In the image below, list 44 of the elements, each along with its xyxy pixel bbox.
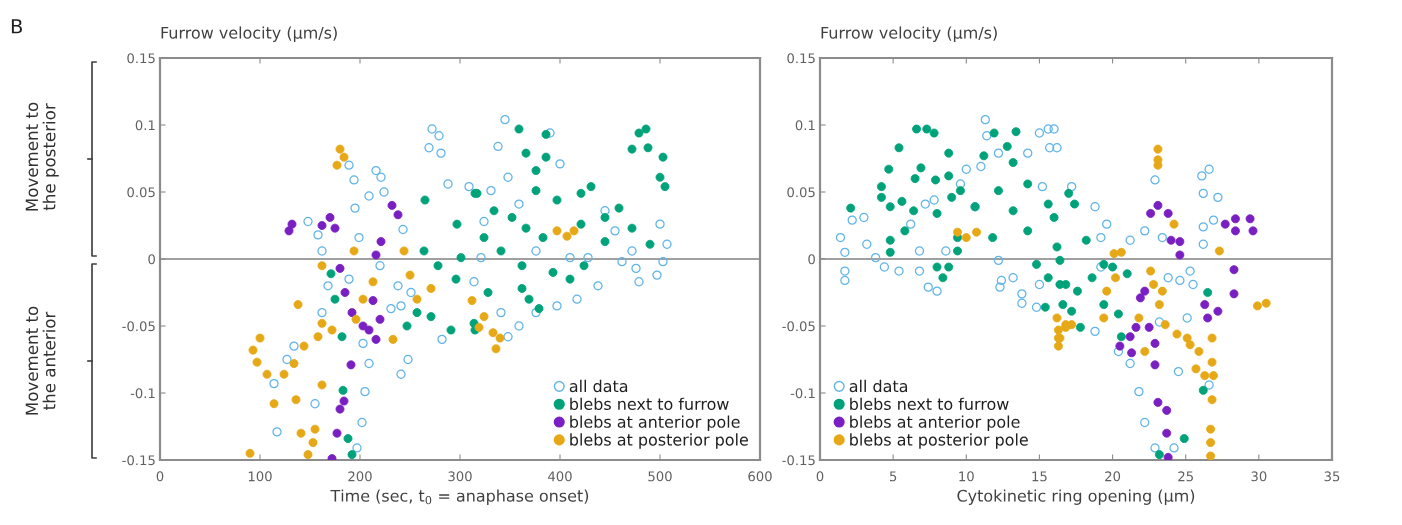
y-tick-label: -0.15: [122, 455, 155, 466]
legend-label: blebs next to furrow: [850, 397, 1009, 411]
legend-label: blebs at posterior pole: [570, 433, 748, 449]
y-tick-label: -0.1: [790, 388, 815, 399]
x-tick-label: 300: [448, 471, 472, 482]
y-tick-label: -0.15: [782, 455, 815, 466]
x-tick-label: 15: [1032, 471, 1047, 482]
chart-title: Furrow velocity (µm/s): [821, 26, 997, 42]
legend-label: blebs at anterior pole: [570, 415, 740, 431]
x-tick-label: 0: [816, 471, 824, 482]
y-tick-label: 0.05: [787, 187, 815, 198]
x-tick-label: 200: [348, 471, 372, 482]
y-tick-label: -0.05: [782, 321, 815, 332]
x-axis-title: Time (sec, t$_{0}$ = anaphase onset): [330, 489, 589, 505]
x-tick-label: 500: [648, 471, 672, 482]
y-tick-label: 0: [808, 254, 815, 265]
y-tick-label: 0.15: [127, 53, 155, 64]
x-tick-label: 10: [959, 471, 974, 482]
x-tick-label: 20: [1105, 471, 1121, 482]
y-tick-label: 0: [148, 254, 155, 265]
x-tick-label: 100: [248, 471, 272, 482]
y-tick-label: 0.1: [795, 120, 815, 131]
y-tick-label: -0.1: [130, 388, 155, 399]
legend-label: blebs at posterior pole: [850, 433, 1028, 449]
x-tick-label: 5: [889, 471, 897, 482]
x-tick-label: 400: [548, 471, 572, 482]
x-axis-title: Cytokinetic ring opening (µm): [957, 489, 1195, 505]
text: Movement to the posterior: [25, 102, 59, 211]
text: B: [11, 19, 22, 34]
x-tick-label: 600: [748, 471, 772, 482]
legend-label: blebs at anterior pole: [850, 415, 1020, 431]
legend-label: all data: [849, 379, 908, 393]
x-tick-label: 25: [1178, 471, 1193, 482]
y-tick-label: 0.05: [127, 187, 155, 198]
y-tick-label: 0.1: [135, 120, 155, 131]
x-tick-label: 30: [1251, 471, 1267, 482]
legend-label: all data: [569, 379, 628, 393]
text: Movement to the anterior: [25, 306, 56, 415]
y-tick-label: 0.15: [787, 53, 815, 64]
legend-label: blebs next to furrow: [570, 397, 729, 411]
x-tick-label: 35: [1324, 471, 1340, 482]
y-tick-label: -0.05: [122, 321, 155, 332]
chart-title: Furrow velocity (µm/s): [161, 26, 337, 42]
x-tick-label: 0: [156, 471, 164, 482]
